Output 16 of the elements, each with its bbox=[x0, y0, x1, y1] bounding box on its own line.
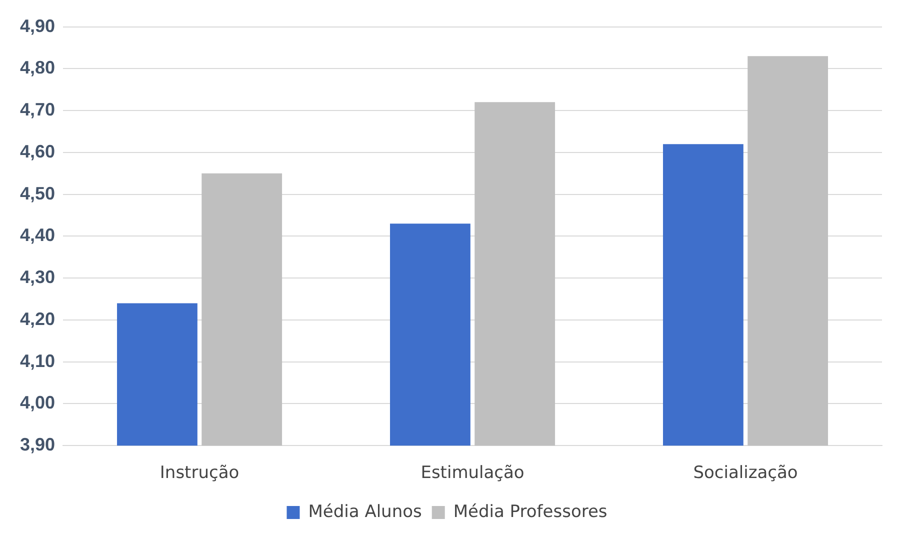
y-tick-label: 4,80 bbox=[20, 58, 56, 78]
y-tick-label: 4,70 bbox=[20, 100, 56, 120]
x-tick-label: Socialização bbox=[693, 463, 798, 484]
y-tick-label: 4,30 bbox=[20, 267, 56, 288]
y-tick-label: 4,50 bbox=[20, 183, 56, 204]
y-tick-label: 4,40 bbox=[20, 225, 56, 246]
y-tick-label: 4,90 bbox=[20, 16, 56, 36]
legend-label: Média Professores bbox=[453, 502, 608, 522]
x-tick-label: Instrução bbox=[160, 463, 240, 484]
y-tick-label: 4,20 bbox=[20, 308, 56, 329]
y-tick-label: 4,00 bbox=[20, 392, 56, 413]
y-tick-label: 4,10 bbox=[20, 350, 56, 371]
y-tick-label: 3,90 bbox=[20, 434, 56, 455]
y-tick-label: 4,60 bbox=[20, 141, 56, 162]
x-tick-label: Estimulação bbox=[420, 463, 524, 484]
legend-label: Média Alunos bbox=[308, 502, 422, 522]
